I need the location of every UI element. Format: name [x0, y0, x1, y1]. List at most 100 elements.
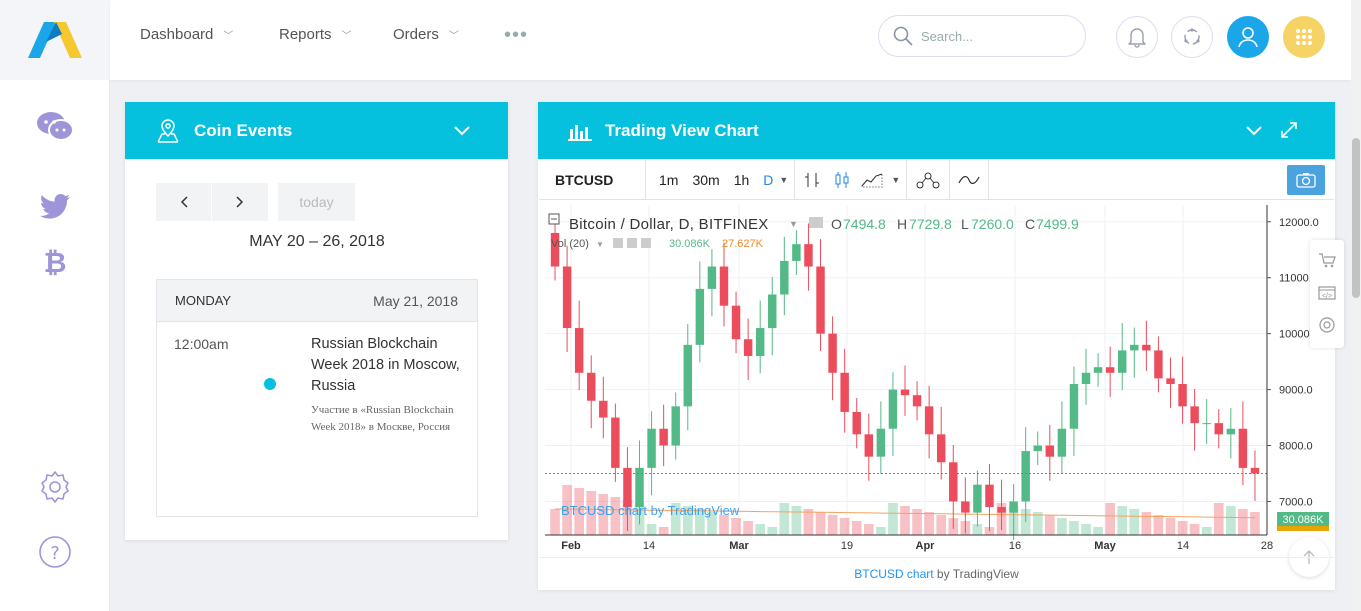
event-item[interactable]: 12:00am Russian Blockchain Week 2018 in … [157, 322, 477, 512]
candle-body [1238, 428, 1248, 468]
price-chart[interactable]: 12000.0 11000.0 10000.0 9000.0 8000.0 7000.0 … [545, 205, 1330, 553]
symbol-input[interactable]: BTCUSD [555, 171, 614, 188]
interval-d[interactable]: D [763, 171, 774, 188]
calendar-next-button[interactable] [212, 183, 268, 221]
interval-1m[interactable]: 1m [659, 171, 679, 188]
interval-1h[interactable]: 1h [733, 171, 750, 188]
user-icon [1238, 27, 1258, 48]
embed-icon[interactable]: </> [1318, 285, 1336, 306]
date-tick-label: Mar [729, 540, 749, 552]
chevron-down-icon[interactable] [454, 126, 470, 136]
expand-icon[interactable] [1281, 122, 1297, 138]
volume-ma-line [554, 508, 1256, 519]
apps-button[interactable] [1283, 16, 1325, 58]
vol-settings-icon[interactable] [627, 238, 637, 248]
volume-bar [1250, 512, 1260, 535]
app-logo[interactable] [0, 0, 110, 80]
candle-body [1142, 344, 1151, 351]
volume-bar [1081, 524, 1091, 535]
chat-icon[interactable] [36, 108, 74, 146]
volume-bar [1141, 512, 1152, 535]
volume-bar [646, 524, 657, 535]
date-tick-label: 19 [841, 540, 853, 552]
logo-icon [28, 22, 82, 58]
price-tick-label: 8000.0 [1279, 441, 1313, 453]
event-title[interactable]: Russian Blockchain Week 2018 in Moscow, … [311, 336, 460, 394]
candle-body [912, 395, 922, 407]
chevron-down-icon[interactable] [1246, 126, 1262, 136]
candle-body [611, 417, 620, 468]
candle-body [647, 428, 656, 468]
help-ring-icon[interactable] [1318, 316, 1336, 339]
candle-body [1057, 428, 1067, 457]
search-box[interactable] [878, 15, 1086, 57]
search-input[interactable] [921, 28, 1071, 44]
sync-button[interactable] [1171, 16, 1213, 58]
ohlc-l-value: 7260.0 [971, 216, 1014, 232]
ohlc-o-value: 7494.8 [843, 216, 886, 232]
volume-bar [1069, 521, 1079, 535]
nav-orders[interactable]: Orders ﹀ [393, 26, 459, 43]
candle-body [731, 305, 741, 340]
calendar-today-button[interactable]: today [278, 183, 355, 221]
date-tick-label: Feb [561, 540, 581, 552]
vol-ma-value: 27.627K [722, 238, 764, 250]
candle-body [599, 400, 608, 418]
user-profile-button[interactable] [1227, 16, 1269, 58]
area-style-icon[interactable] [855, 172, 889, 188]
volume-bar [1213, 503, 1224, 535]
volume-bar [815, 512, 826, 535]
grid-icon [1296, 29, 1312, 45]
volume-bar [1238, 509, 1248, 535]
ohlc-l-label: L [961, 216, 969, 232]
chart-watermark[interactable]: BTCUSD chart by TradingView [561, 503, 740, 518]
chart-style-dropdown-icon[interactable]: ▼ [891, 174, 901, 185]
interval-30m[interactable]: 30m [692, 171, 720, 188]
bar-style-icon[interactable] [795, 171, 829, 189]
candle-body [1214, 423, 1223, 435]
volume-bar [670, 503, 681, 535]
nav-reports[interactable]: Reports ﹀ [279, 26, 352, 43]
vol-dropdown-icon[interactable]: ▼ [596, 240, 604, 249]
candle-style-icon[interactable] [829, 171, 855, 189]
legend-dropdown-icon[interactable]: ▼ [789, 219, 798, 229]
nav-dashboard[interactable]: Dashboard ﹀ [140, 26, 233, 43]
volume-bar [827, 515, 838, 535]
settings-icon[interactable] [36, 468, 74, 506]
toolbar-divider [645, 159, 646, 200]
bar-chart-icon [568, 124, 592, 141]
calendar-prev-button[interactable] [156, 183, 211, 221]
indicators-icon[interactable] [950, 174, 988, 186]
price-chart-svg[interactable]: 12000.011000.010000.09000.08000.07000.0 … [545, 205, 1330, 553]
price-tick-label: 10000.0 [1279, 329, 1319, 341]
bitcoin-icon[interactable]: ₿ [36, 242, 74, 280]
screenshot-button[interactable] [1287, 164, 1325, 195]
attribution-link[interactable]: BTCUSD chart [854, 567, 934, 581]
twitter-icon[interactable] [36, 188, 74, 226]
cart-icon[interactable] [1318, 252, 1336, 273]
volume-bar [1189, 524, 1200, 535]
candle-body [1250, 467, 1260, 474]
event-dot [264, 378, 276, 390]
interval-dropdown-icon[interactable]: ▼ [779, 174, 789, 185]
candle-body [828, 333, 837, 373]
scrollbar-thumb[interactable] [1352, 138, 1360, 298]
volume-bar [658, 527, 669, 535]
page-scrollbar[interactable] [1351, 0, 1361, 611]
volume-bar [1044, 515, 1055, 535]
help-icon[interactable]: ? [36, 533, 74, 571]
toolbar-divider [988, 159, 990, 200]
toolbar-divider [949, 159, 951, 200]
compare-icon[interactable] [907, 171, 949, 189]
legend-eye-icon[interactable] [809, 217, 823, 228]
vol-eye-icon[interactable] [613, 238, 623, 248]
candle-body [1130, 344, 1139, 351]
vol-close-icon[interactable] [641, 238, 651, 248]
more-menu-icon[interactable]: ••• [504, 24, 529, 46]
candle-body [635, 467, 644, 508]
candle-body [804, 244, 813, 267]
event-description: Участие в «Russian Blockchain Week 2018»… [311, 404, 454, 433]
candle-body [683, 344, 693, 407]
candle-body [792, 244, 801, 261]
notifications-button[interactable] [1116, 16, 1158, 58]
